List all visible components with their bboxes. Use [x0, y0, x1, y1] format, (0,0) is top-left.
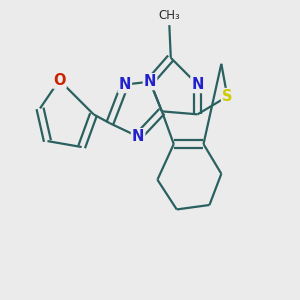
Text: N: N	[132, 129, 144, 144]
Text: N: N	[118, 77, 131, 92]
Text: CH₃: CH₃	[158, 9, 180, 22]
Text: O: O	[53, 73, 66, 88]
Text: S: S	[222, 89, 232, 104]
Text: N: N	[191, 77, 204, 92]
Text: N: N	[144, 74, 156, 89]
